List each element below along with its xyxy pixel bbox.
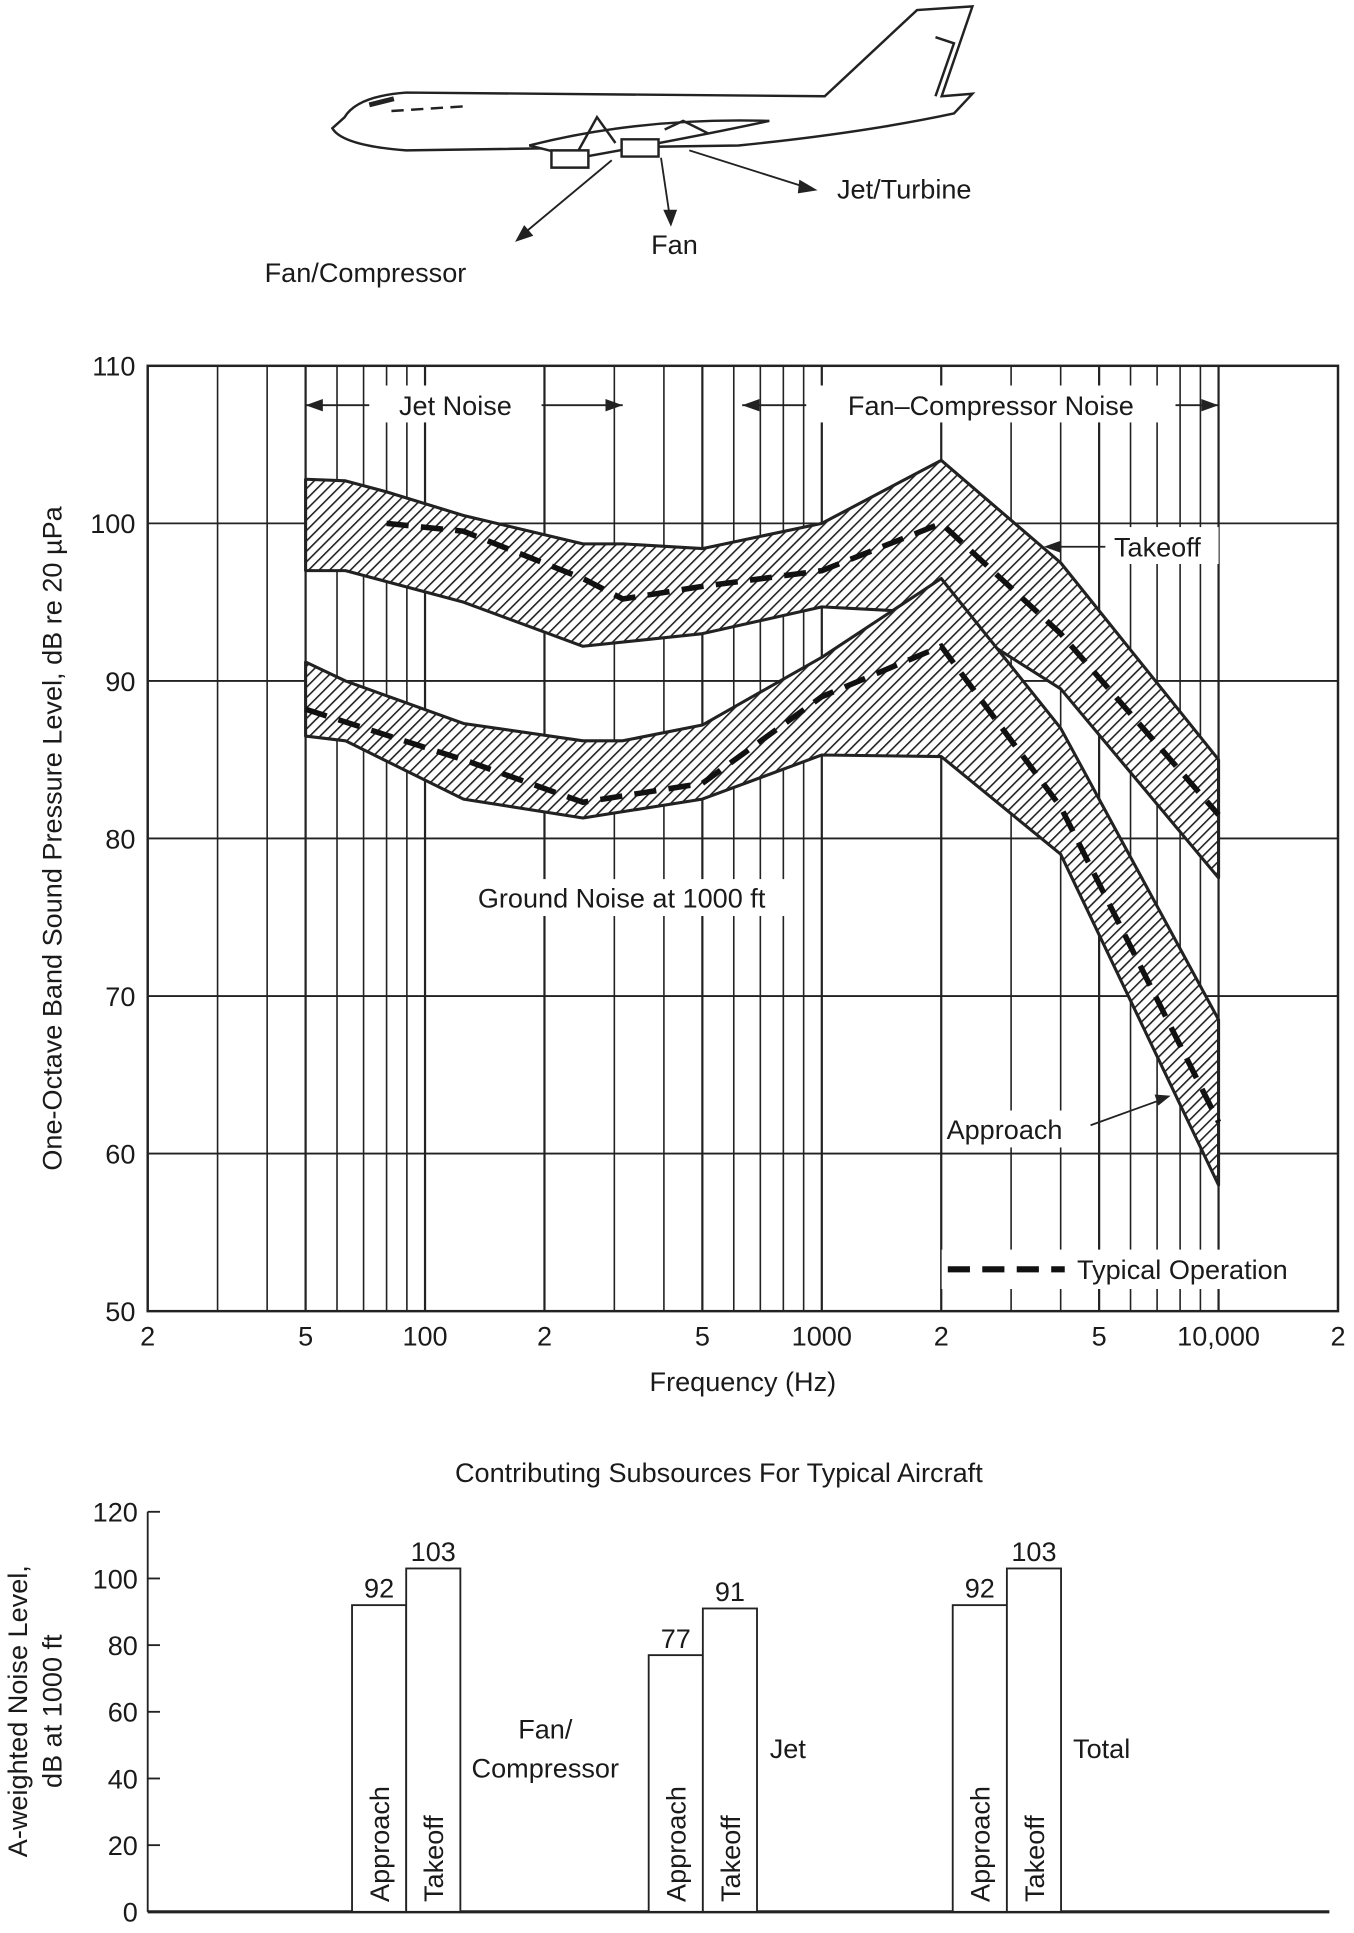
- takeoff-label: Takeoff: [1114, 532, 1201, 563]
- x-tick-label: 5: [695, 1321, 710, 1352]
- bar-approach: [351, 1604, 408, 1913]
- takeoff-pointer-head: [1043, 540, 1062, 553]
- bar-category-label: Takeoff: [418, 1815, 449, 1902]
- aircraft-callouts: [515, 149, 818, 242]
- aircraft-illustration: [330, 5, 976, 169]
- group-label: Fan/: [518, 1713, 573, 1744]
- spectrum-chart: 50 60 70 80 90 100 110 2 5 100 2 5 1000 2 5 10,000 2 Freq…: [37, 351, 1346, 1398]
- jet-noise-arrowhead-left: [305, 399, 323, 412]
- y-tick-label: 60: [105, 1138, 135, 1169]
- y-tick-label: 110: [92, 351, 135, 382]
- bar-category-label: Approach: [661, 1786, 692, 1902]
- y-tick-label: 90: [105, 666, 135, 697]
- typical-line-approach: [304, 642, 1222, 1124]
- x-tick-label: 5: [1092, 1321, 1107, 1352]
- y-tick-label: 80: [105, 823, 135, 854]
- bar-chart-title: Contributing Subsources For Typical Airc…: [455, 1457, 983, 1488]
- bar-category-label: Takeoff: [1019, 1815, 1050, 1902]
- tail-detail: [934, 35, 956, 97]
- x-tick-label: 1000: [792, 1321, 852, 1352]
- bar-y-axis-label: dB at 1000 ft: [37, 1634, 68, 1788]
- plot-frame: [146, 364, 1340, 1313]
- pylon: [577, 114, 617, 152]
- y-tick-label: 100: [93, 1563, 138, 1594]
- fan-noise-arrowhead-left: [742, 399, 760, 412]
- typical-line-takeoff: [386, 520, 1221, 817]
- jet-noise-label: Jet Noise: [399, 390, 512, 421]
- jet-noise-label-bg: [371, 385, 540, 423]
- bar-category-label: Approach: [965, 1786, 996, 1902]
- y-tick-label: 0: [123, 1897, 138, 1928]
- fan-noise-label: Fan–Compressor Noise: [848, 390, 1134, 421]
- cockpit-window: [368, 96, 395, 108]
- bar-takeoff: [405, 1567, 462, 1913]
- y-tick-label: 120: [93, 1497, 138, 1528]
- bar-takeoff: [701, 1607, 758, 1913]
- approach-label: Approach: [947, 1114, 1063, 1145]
- group-label: Total: [1073, 1733, 1130, 1764]
- y-tick-label: 60: [108, 1697, 138, 1728]
- bar-value-label: 91: [715, 1576, 745, 1607]
- approach-pointer-head: [1154, 1094, 1171, 1106]
- y-tick-label: 70: [105, 981, 135, 1012]
- band-takeoff: [304, 458, 1221, 880]
- legend-bg: [941, 1249, 1336, 1289]
- bar-value-label: 77: [661, 1623, 691, 1654]
- ground-noise-label: Ground Noise at 1000 ft: [478, 882, 766, 913]
- approach-label-bg: [942, 1110, 1089, 1148]
- band-approach: [304, 576, 1221, 1187]
- bar-takeoff: [1005, 1567, 1062, 1913]
- takeoff-label-bg: [1105, 527, 1219, 564]
- y-tick-label: 100: [90, 508, 135, 539]
- x-tick-label: 2: [537, 1321, 552, 1352]
- bar-approach: [647, 1654, 704, 1913]
- bar-category-label: Approach: [364, 1786, 395, 1902]
- group-label: Compressor: [472, 1753, 619, 1784]
- legend-typical-operation: Typical Operation: [1077, 1254, 1288, 1285]
- x-tick-label: 5: [298, 1321, 313, 1352]
- bar-category-label: Takeoff: [715, 1815, 746, 1902]
- fan-noise-label-bg: [808, 385, 1174, 423]
- y-tick-label: 50: [105, 1296, 135, 1327]
- callout-fan: Fan: [651, 229, 698, 260]
- x-tick-label: 10,000: [1177, 1321, 1260, 1352]
- approach-pointer: [1090, 1098, 1163, 1127]
- x-tick-label: 2: [140, 1321, 155, 1352]
- engine-2: [620, 138, 660, 158]
- engine-1: [550, 149, 590, 169]
- bar-y-axis-label: A-weighted Noise Level,: [2, 1565, 33, 1857]
- x-axis-label: Frequency (Hz): [650, 1366, 837, 1397]
- bar-value-label: 92: [364, 1573, 394, 1604]
- y-tick-label: 20: [108, 1830, 138, 1861]
- y-tick-label: 40: [108, 1763, 138, 1794]
- fan-noise-arrowhead-right: [1201, 399, 1219, 412]
- y-tick-label: 80: [108, 1630, 138, 1661]
- callout-jet-turbine: Jet/Turbine: [837, 173, 971, 204]
- x-tick-label: 2: [1330, 1321, 1345, 1352]
- bar-value-label: 103: [1011, 1536, 1056, 1567]
- jet-noise-arrowhead-right: [605, 399, 623, 412]
- bar-value-label: 103: [411, 1536, 456, 1567]
- bar-value-label: 92: [965, 1573, 995, 1604]
- y-axis-label: One-Octave Band Sound Pressure Level, dB…: [37, 505, 68, 1170]
- x-tick-label: 100: [402, 1321, 447, 1352]
- callout-fan-compressor: Fan/Compressor: [265, 257, 467, 288]
- subsource-bar-chart: Contributing Subsources For Typical Airc…: [2, 1457, 1330, 1928]
- x-tick-label: 2: [934, 1321, 949, 1352]
- ground-label-bg: [440, 879, 803, 917]
- group-label: Jet: [770, 1733, 807, 1764]
- bar-approach: [951, 1604, 1008, 1913]
- fuselage: [330, 5, 976, 152]
- window-line: [391, 104, 468, 113]
- tail-wing: [664, 119, 709, 135]
